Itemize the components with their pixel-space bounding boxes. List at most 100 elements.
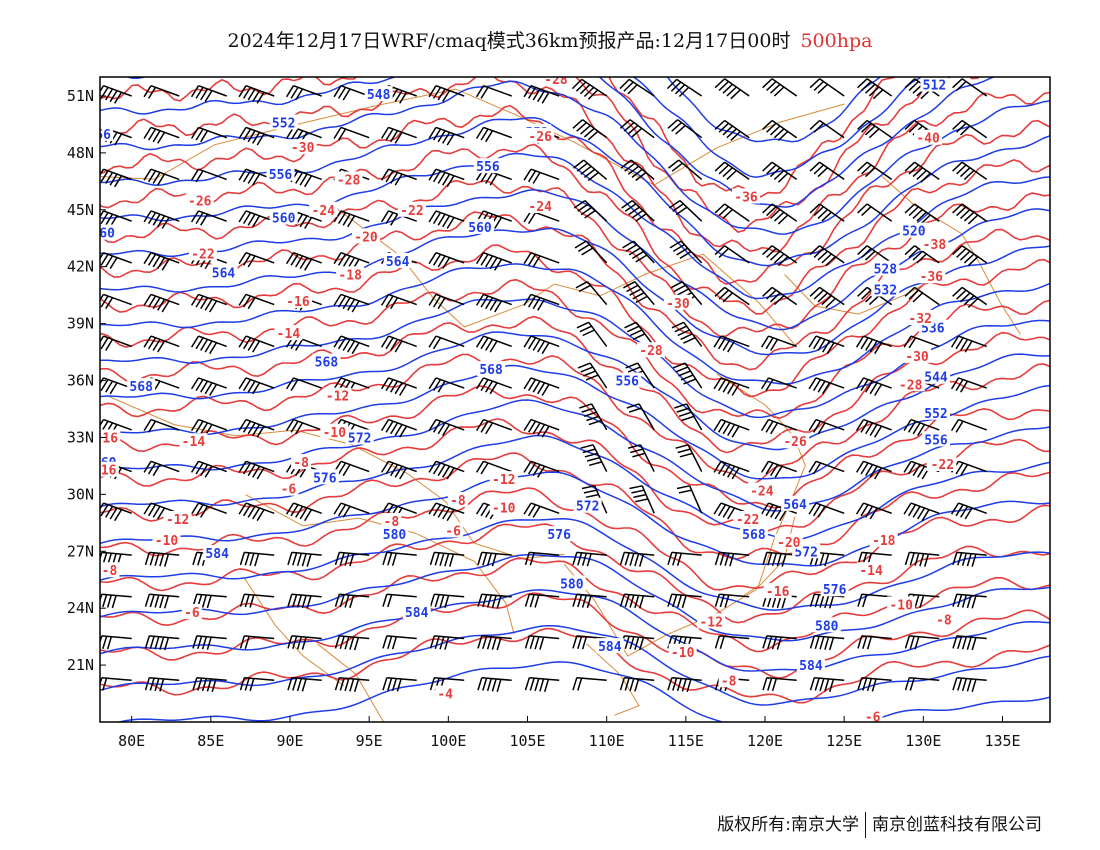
temperature-contour [100, 385, 1050, 509]
wind-barb [760, 460, 797, 478]
wind-barb [100, 551, 132, 567]
wind-barb [100, 676, 132, 691]
wind-barb [143, 126, 180, 144]
wind-barb [950, 418, 987, 433]
wind-barb [760, 418, 797, 435]
wind-barb [903, 335, 940, 350]
temperature-contour-label-bg [774, 533, 803, 549]
temperature-contour-label: -24 [528, 200, 552, 215]
wind-barb [857, 676, 892, 692]
temperature-contour-label-bg [320, 423, 349, 439]
height-contour-label: 520 [902, 225, 926, 240]
temperature-contour-label: -16 [93, 464, 117, 479]
wind-barb [714, 286, 750, 306]
temperature-contour-label-bg [188, 245, 217, 261]
wind-barb [238, 84, 275, 104]
wind-barb [428, 251, 465, 269]
title-pressure-level: 500hpa [800, 30, 873, 52]
wind-barb [238, 293, 275, 310]
height-contour-label: 568 [129, 380, 153, 395]
temperature-contour-labels: -28 -30 -26 -28 -26 -24 -22 -24 -20 -22 -18 -16 -14 -… [93, 77, 957, 725]
height-contour-label-bg [871, 281, 900, 297]
border-line [109, 396, 565, 560]
wind-barb [857, 245, 893, 264]
wind-barb [714, 78, 750, 100]
height-contour-label-bg [312, 353, 341, 369]
temperature-contour-label: -24 [750, 485, 774, 500]
wind-barb [428, 335, 465, 350]
wind-barb [334, 593, 370, 609]
wind-barb [713, 502, 750, 520]
temperature-contour-label: -22 [191, 247, 214, 262]
temperature-contour-label-bg [100, 562, 120, 578]
wind-barb [238, 460, 275, 480]
temperature-contour-label: -6 [865, 710, 881, 725]
wind-barb [952, 551, 987, 567]
wind-barb [144, 551, 180, 567]
wind-barb [857, 635, 892, 650]
wind-barb [903, 502, 940, 522]
wind-barb [809, 203, 845, 222]
wind-barb [952, 245, 988, 267]
wind-barb [143, 293, 180, 313]
temperature-contour-label: -8 [384, 515, 400, 530]
height-contour [100, 624, 1050, 706]
height-contour-label-bg [310, 469, 339, 485]
wind-barb [190, 502, 227, 518]
copyright-footer: 版权所有:南京大学 南京创蓝科技有限公司 [717, 810, 1042, 838]
temperature-contour-label-bg [526, 198, 555, 213]
wind-barb [333, 335, 370, 355]
wind-barb [143, 460, 180, 477]
wind-barb [523, 251, 560, 268]
temperature-contour-label: -14 [182, 435, 206, 450]
height-contour-label-bg [269, 114, 298, 130]
wind-barb [762, 551, 797, 567]
temperature-contour-label: -10 [492, 502, 516, 517]
border-line [243, 577, 345, 687]
temperature-contour [100, 627, 1050, 704]
temperature-contour-label: -10 [323, 426, 347, 441]
height-contour-label: 568 [315, 356, 339, 371]
wind-barb [523, 377, 560, 396]
wind-barb [523, 418, 560, 438]
wind-barb [334, 676, 370, 693]
height-contour [100, 331, 1050, 451]
wind-barb [573, 199, 608, 222]
temperature-contour-label: -8 [936, 614, 952, 629]
temperature-contour-label-bg [857, 562, 886, 578]
height-contour-label: 556 [616, 375, 640, 390]
wind-barb [190, 84, 227, 103]
wind-barb [952, 78, 988, 97]
temperature-contour-label: -6 [281, 483, 297, 498]
height-contour-label: 528 [874, 263, 898, 278]
wind-barb [523, 502, 560, 518]
wind-barb [333, 251, 370, 271]
wind-barb [667, 119, 703, 139]
height-contour-label: 580 [815, 619, 839, 634]
temperature-contour-label-bg [447, 492, 468, 508]
wind-barb [190, 168, 227, 183]
wind-barb [382, 635, 417, 650]
wind-barb [285, 377, 322, 391]
temperature-contour-label-bg [100, 461, 119, 477]
height-contour-label-bg [100, 125, 114, 141]
wind-barb [760, 377, 797, 391]
temperature-contour-label: -26 [188, 194, 212, 209]
wind-barb [190, 377, 227, 396]
wind-barb [620, 159, 655, 182]
temperature-contour-label: -12 [699, 615, 722, 630]
wind-barb [952, 635, 987, 651]
wind-barb [475, 251, 512, 271]
wind-barb [572, 676, 607, 691]
temperature-contour-label-bg [862, 708, 883, 722]
height-contour-label-bg [557, 575, 586, 591]
wind-barb [675, 444, 703, 472]
wind-barb [475, 418, 512, 435]
wind-barb [627, 444, 655, 472]
wind-barb [523, 335, 560, 355]
temperature-contour-label: -22 [931, 458, 954, 473]
wind-barb [619, 551, 655, 567]
wind-barb [333, 126, 370, 141]
temperature-contour-label-bg [906, 309, 935, 325]
